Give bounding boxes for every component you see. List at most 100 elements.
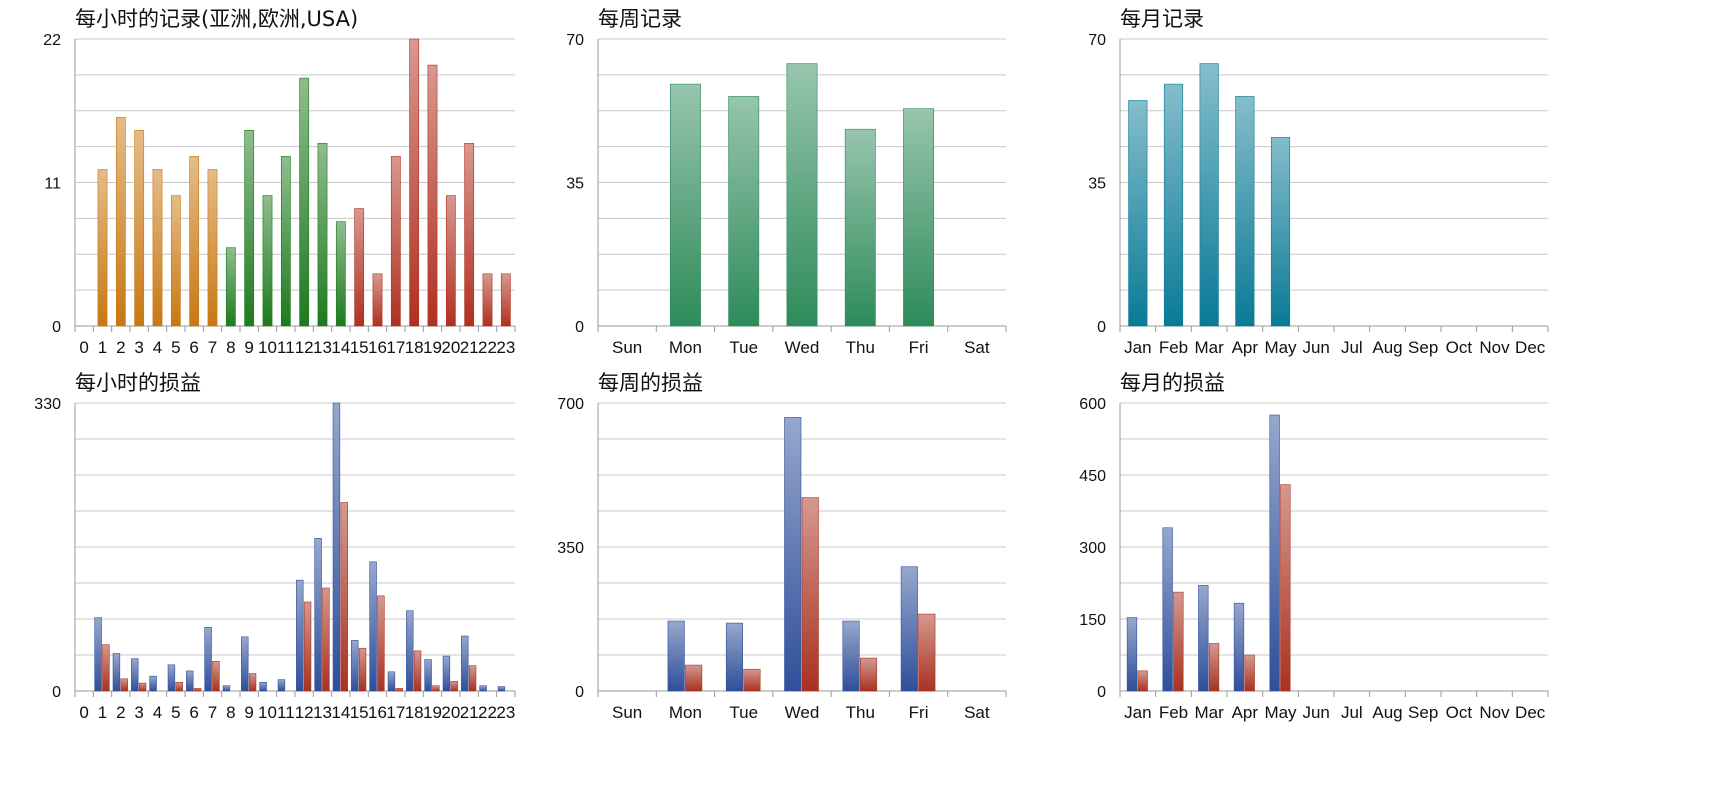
x-tick-label: 0 — [79, 703, 88, 722]
x-tick-label: Aug — [1372, 338, 1402, 357]
x-tick-label: Tue — [729, 703, 758, 722]
x-tick-label: May — [1264, 703, 1297, 722]
x-tick-label: Sat — [964, 338, 990, 357]
bar — [427, 64, 438, 327]
x-tick-label: Fri — [909, 338, 929, 357]
weekly-profit-group: 0 350 700 每周的损益 Sun Mon Tue Wed Thu Fri Sat — [557, 371, 1007, 722]
x-tick-label: 9 — [244, 338, 253, 357]
x-tick-label: 22 — [478, 703, 497, 722]
bar — [372, 273, 383, 327]
x-tick-label: Jul — [1341, 338, 1363, 357]
bar-series-2 — [102, 644, 110, 692]
x-tick-label: 10 — [258, 338, 277, 357]
bar-series-2 — [1208, 643, 1220, 692]
x-tick-label: Mon — [669, 338, 702, 357]
x-tick-label: Mar — [1195, 338, 1225, 357]
bar-series-2 — [1280, 484, 1291, 692]
x-tick-label: Jan — [1124, 338, 1151, 357]
bar — [728, 96, 760, 327]
x-tick-label: 14 — [331, 703, 350, 722]
chart-title: 每周记录 — [598, 7, 682, 31]
y-tick-label: 600 — [1079, 396, 1106, 413]
bar-series-1 — [112, 653, 121, 692]
bar-series-1 — [369, 561, 377, 692]
bar-series-2 — [303, 601, 312, 692]
bar-series-1 — [725, 622, 744, 692]
bar-series-1 — [1233, 602, 1245, 692]
bar-series-2 — [918, 613, 936, 692]
x-tick-label: 13 — [313, 703, 332, 722]
bar — [786, 63, 818, 327]
x-tick-label: 17 — [386, 703, 405, 722]
x-tick-label: May — [1264, 338, 1297, 357]
bar-series-2 — [413, 650, 422, 692]
bar-series-1 — [204, 626, 212, 692]
x-tick-label: 15 — [350, 338, 369, 357]
x-tick-label: 20 — [441, 338, 460, 357]
x-tick-label: 18 — [405, 703, 424, 722]
bar — [170, 195, 181, 327]
bar-series-2 — [248, 673, 257, 692]
bar-series-2 — [743, 668, 761, 692]
x-tick-label: 19 — [423, 703, 442, 722]
x-tick-label: Nov — [1479, 703, 1510, 722]
x-tick-label: 3 — [134, 338, 143, 357]
bar — [134, 130, 145, 327]
bar — [152, 169, 163, 327]
y-tick-label: 0 — [575, 684, 584, 701]
bar — [207, 169, 218, 327]
x-tick-label: Jul — [1341, 703, 1363, 722]
bar-series-1 — [167, 664, 176, 692]
x-tick-label: Apr — [1232, 703, 1259, 722]
bar-series-2 — [212, 661, 220, 692]
y-tick-label: 300 — [1079, 540, 1106, 557]
x-tick-label: 6 — [189, 703, 198, 722]
y-tick-label: 700 — [557, 396, 584, 413]
x-tick-label: 11 — [277, 703, 295, 722]
bar-series-1 — [314, 537, 322, 692]
bar-series-1 — [900, 566, 918, 692]
chart-title: 每小时的损益 — [75, 371, 201, 395]
bar — [335, 221, 346, 327]
bar-series-2 — [468, 665, 477, 692]
x-tick-label: 12 — [295, 703, 314, 722]
x-tick-label: 22 — [478, 338, 497, 357]
x-tick-label: 15 — [350, 703, 369, 722]
x-tick-label: Apr — [1232, 338, 1259, 357]
bar-series-2 — [432, 685, 440, 692]
bar-series-1 — [1126, 617, 1138, 692]
x-tick-label: Oct — [1446, 338, 1473, 357]
y-tick-label: 0 — [1097, 684, 1106, 701]
x-tick-label: Jun — [1302, 703, 1329, 722]
x-tick-label: 8 — [226, 338, 235, 357]
bar — [903, 108, 935, 327]
bar-series-1 — [842, 620, 860, 692]
bar-series-2 — [322, 587, 330, 692]
bar-series-2 — [340, 502, 348, 692]
bar — [1163, 83, 1184, 327]
bar-series-1 — [94, 617, 102, 692]
bar-series-1 — [784, 417, 802, 692]
y-tick-label: 0 — [1097, 319, 1106, 336]
x-tick-label: Oct — [1446, 703, 1473, 722]
chart-title: 每月的损益 — [1120, 371, 1225, 395]
bar — [354, 208, 365, 327]
bar-series-2 — [120, 678, 128, 692]
x-tick-label: Tue — [729, 338, 758, 357]
x-tick-label: Aug — [1372, 703, 1402, 722]
bar-series-1 — [424, 659, 432, 692]
bar-series-1 — [222, 685, 231, 692]
x-tick-label: 19 — [423, 338, 442, 357]
bar-series-1 — [259, 681, 267, 692]
x-tick-label: Sun — [612, 338, 642, 357]
monthly-profit-group: 0 150 300 450 600 每月的损益 Jan Feb Mar Apr May Jun Jul A… — [1079, 371, 1549, 722]
bar-series-1 — [241, 636, 249, 692]
bar — [409, 38, 420, 327]
x-tick-label: Mon — [669, 703, 702, 722]
x-tick-label: Wed — [785, 338, 820, 357]
bar-series-1 — [296, 579, 304, 692]
bar-series-1 — [442, 655, 451, 692]
x-tick-label: Thu — [846, 703, 875, 722]
x-tick-label: Jun — [1302, 338, 1329, 357]
x-tick-label: Mar — [1195, 703, 1225, 722]
